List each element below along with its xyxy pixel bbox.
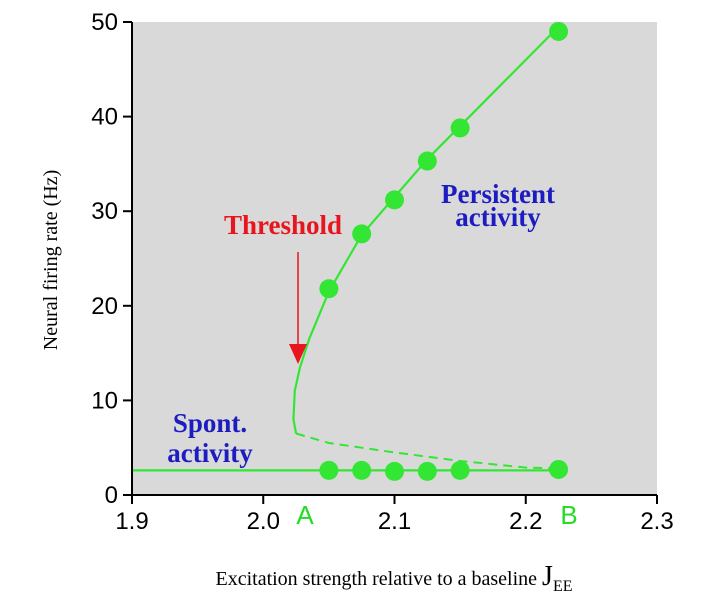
x-tick-label: 2.1 — [378, 508, 411, 535]
data-point — [450, 460, 470, 480]
y-axis-label: Neural firing rate (Hz) — [40, 170, 62, 350]
data-point — [417, 461, 437, 481]
x-tick-label: 1.9 — [115, 508, 148, 535]
data-point — [450, 118, 470, 138]
xlabel-group: Excitation strength relative to a baseli… — [215, 561, 572, 595]
threshold-arrow-head — [289, 344, 307, 364]
x-axis-label: Excitation strength relative to a baseli… — [215, 561, 572, 595]
x-axis-label-symbol: J — [542, 561, 553, 592]
plot-background — [132, 22, 657, 495]
x-tick-label: 2.2 — [509, 508, 542, 535]
y-tick-label: 10 — [91, 387, 118, 414]
y-tick-label: 50 — [91, 9, 118, 36]
data-point — [319, 279, 339, 299]
point-a-label: A — [296, 500, 314, 530]
data-point — [385, 190, 404, 210]
axes-layer: 0 10 20 30 40 50 1.9 2.0 2.1 2.2 2.3 — [91, 9, 673, 535]
y-tick-label: 0 — [105, 482, 118, 509]
data-point — [352, 224, 372, 244]
y-tick-label: 20 — [91, 293, 118, 320]
x-axis-label-text: Excitation strength relative to a baseli… — [215, 568, 542, 590]
annotation-layer: Threshold Persistent activity Spont. act… — [167, 179, 577, 530]
x-tick-label: 2.0 — [247, 508, 280, 535]
data-point — [549, 459, 569, 479]
persistent-label: Persistent — [441, 179, 555, 209]
threshold-label: Threshold — [224, 210, 342, 240]
spont-activity-label: activity — [167, 438, 253, 468]
data-point — [549, 21, 569, 41]
persistent-activity-label: activity — [455, 202, 541, 232]
data-point — [417, 151, 437, 171]
x-axis-label-subscript: EE — [553, 578, 573, 595]
data-point — [385, 461, 404, 481]
y-tick-label: 40 — [91, 104, 118, 131]
ylabel-group: Neural firing rate (Hz) — [40, 170, 62, 350]
x-tick-label: 2.3 — [640, 508, 673, 535]
marker-layer — [319, 21, 569, 481]
y-tick-label: 30 — [91, 198, 118, 225]
data-point — [319, 460, 339, 480]
data-point — [352, 460, 372, 480]
point-b-label: B — [560, 500, 577, 530]
spont-label: Spont. — [173, 408, 247, 438]
